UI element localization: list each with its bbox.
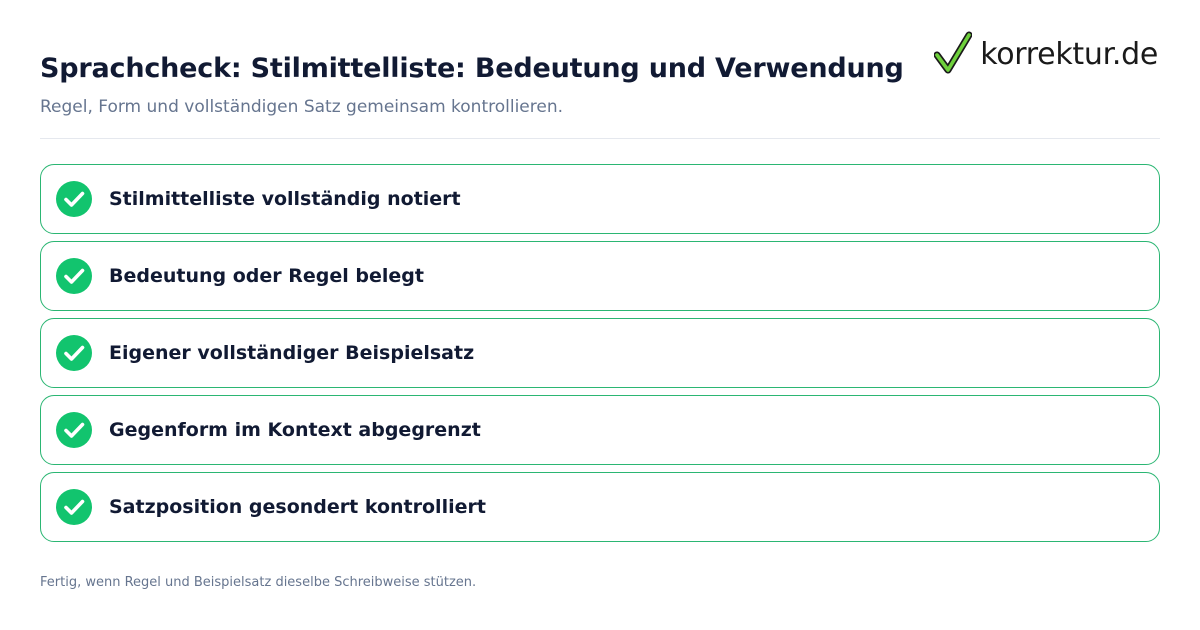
check-circle-icon [56,335,92,371]
checklist-item: Satzposition gesondert kontrolliert [40,472,1160,542]
checklist-item-label: Eigener vollständiger Beispielsatz [109,342,475,364]
page-subtitle: Regel, Form und vollständigen Satz gemei… [40,97,564,117]
check-circle-icon [56,181,92,217]
checklist-item-label: Gegenform im Kontext abgegrenzt [109,419,481,441]
page-title: Sprachcheck: Stilmittelliste: Bedeutung … [40,53,904,84]
checklist-item: Gegenform im Kontext abgegrenzt [40,395,1160,465]
checklist-item-label: Stilmittelliste vollständig notiert [109,188,461,210]
check-circle-icon [56,258,92,294]
checklist-item: Bedeutung oder Regel belegt [40,241,1160,311]
checklist-item: Stilmittelliste vollständig notiert [40,164,1160,234]
checkmark-icon [934,31,973,74]
footer-note: Fertig, wenn Regel und Beispielsatz dies… [40,575,477,590]
checklist-item-label: Bedeutung oder Regel belegt [109,265,424,287]
check-circle-icon [56,489,92,525]
checklist-item-label: Satzposition gesondert kontrolliert [109,496,486,518]
checklist: Stilmittelliste vollständig notiert Bede… [40,164,1160,549]
brand-logo: korrektur.de [934,26,1158,82]
check-circle-icon [56,412,92,448]
header-divider [40,138,1160,139]
checklist-item: Eigener vollständiger Beispielsatz [40,318,1160,388]
brand-name: korrektur.de [980,36,1158,72]
